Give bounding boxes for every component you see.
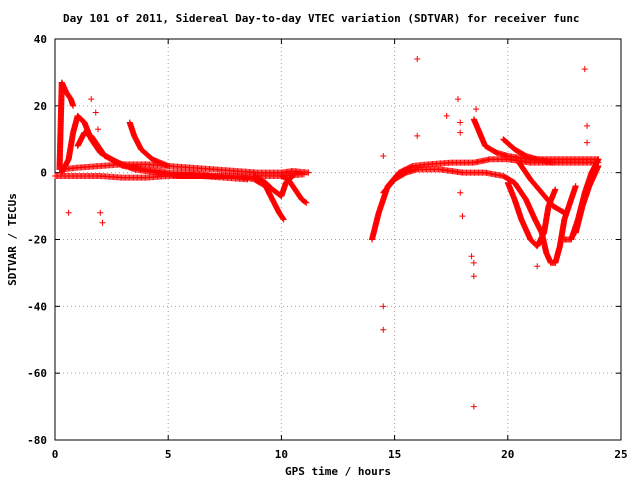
y-tick-label: 20 xyxy=(34,100,47,113)
data-point xyxy=(70,102,77,109)
y-axis-label: SDTVAR / TECUs xyxy=(6,193,19,286)
data-point xyxy=(165,162,172,169)
y-tick-label: 40 xyxy=(34,33,47,46)
x-tick-label: 15 xyxy=(388,448,401,461)
data-point xyxy=(454,96,461,103)
data-point xyxy=(305,169,312,176)
data-point xyxy=(595,156,602,163)
data-point xyxy=(99,219,106,226)
data-point xyxy=(584,122,591,129)
x-tick-label: 20 xyxy=(501,448,514,461)
x-tick-label: 25 xyxy=(614,448,627,461)
data-point xyxy=(470,259,477,266)
data-point xyxy=(473,106,480,113)
data-point xyxy=(457,119,464,126)
data-point xyxy=(552,186,559,193)
data-point xyxy=(279,214,286,221)
data-point xyxy=(534,263,541,270)
data-point xyxy=(289,173,296,180)
y-tick-label: 0 xyxy=(40,167,47,180)
data-point xyxy=(302,199,309,206)
y-tick-label: -20 xyxy=(27,234,47,247)
data-point xyxy=(280,215,287,222)
data-point xyxy=(470,273,477,280)
data-points xyxy=(52,56,602,410)
x-tick-label: 5 xyxy=(165,448,172,461)
data-point xyxy=(65,209,72,216)
data-point xyxy=(289,173,296,180)
data-point xyxy=(457,129,464,136)
data-point xyxy=(380,303,387,310)
y-tick-label: -60 xyxy=(27,367,47,380)
data-point xyxy=(88,96,95,103)
data-point xyxy=(468,253,475,260)
data-point xyxy=(457,189,464,196)
data-point xyxy=(97,209,104,216)
data-point xyxy=(550,159,557,166)
data-point xyxy=(288,174,295,181)
data-point xyxy=(303,199,310,206)
data-point xyxy=(561,209,568,216)
data-point xyxy=(459,213,466,220)
data-point xyxy=(470,403,477,410)
x-tick-label: 10 xyxy=(275,448,288,461)
y-tick-label: -80 xyxy=(27,434,47,447)
x-tick-label: 0 xyxy=(52,448,59,461)
data-point xyxy=(244,176,251,183)
data-point xyxy=(560,209,567,216)
data-point xyxy=(414,56,421,63)
data-point xyxy=(380,326,387,333)
data-point xyxy=(414,132,421,139)
x-axis-label: GPS time / hours xyxy=(285,465,391,478)
data-point xyxy=(92,109,99,116)
data-point xyxy=(572,183,579,190)
data-point xyxy=(584,139,591,146)
data-point xyxy=(581,66,588,73)
chart-title: Day 101 of 2011, Sidereal Day-to-day VTE… xyxy=(63,12,580,25)
y-tick-label: -40 xyxy=(27,300,47,313)
grid xyxy=(55,39,621,440)
data-point xyxy=(443,112,450,119)
axis-ticks: 0 5 10 15 20 25 -80 -60 -40 -20 0 20 40 xyxy=(27,33,628,461)
data-point xyxy=(280,216,287,223)
data-point xyxy=(380,152,387,159)
data-point xyxy=(95,126,102,133)
